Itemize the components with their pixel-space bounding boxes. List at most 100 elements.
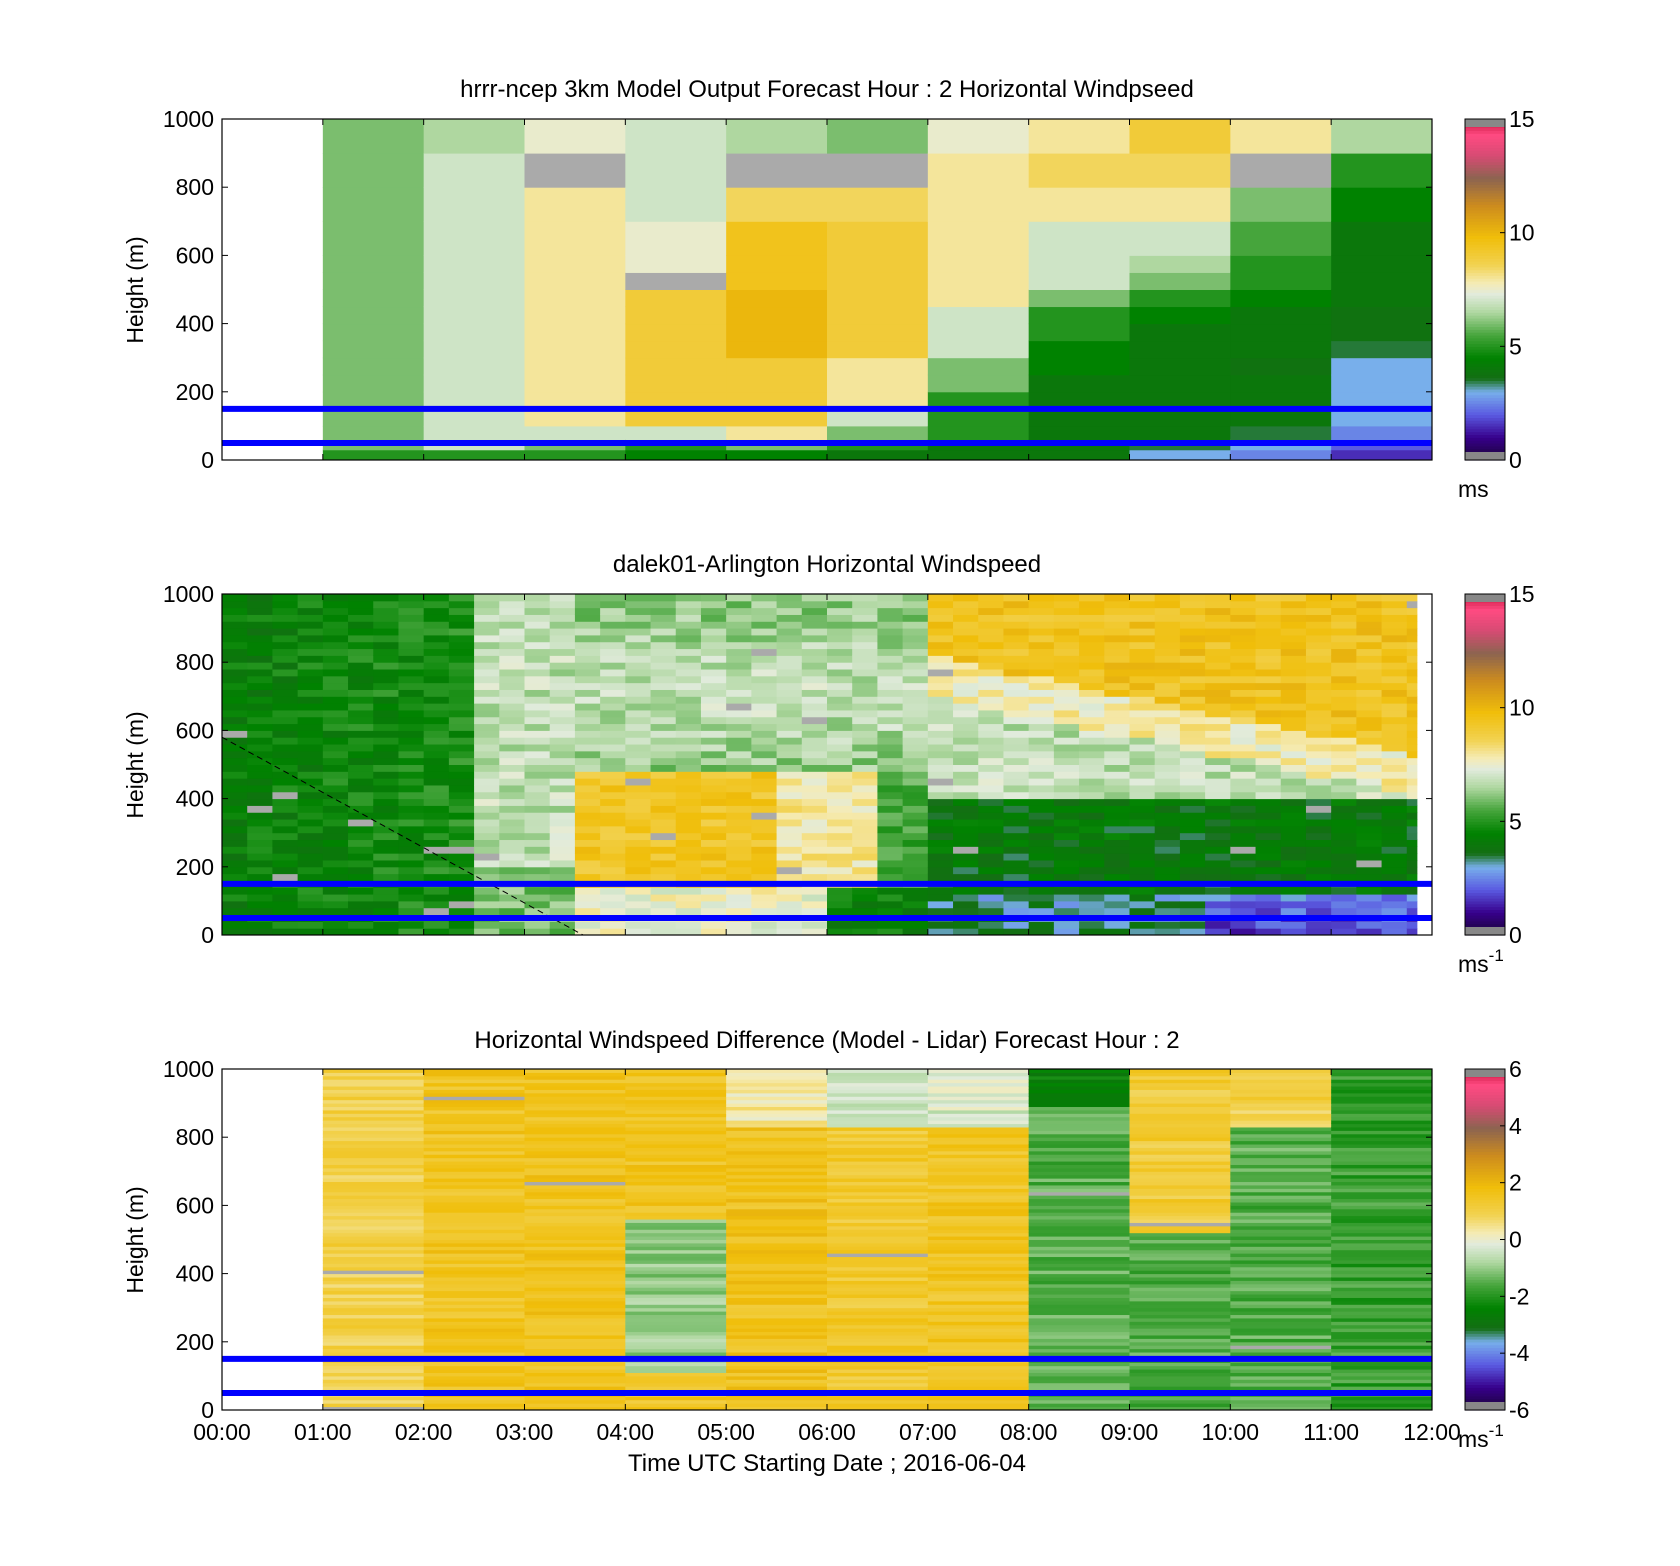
heatmap-cell <box>1179 887 1206 895</box>
heatmap-cell <box>322 1222 425 1227</box>
heatmap-cell <box>247 791 273 800</box>
heatmap-cell <box>726 187 828 222</box>
heatmap-cell <box>448 873 475 881</box>
heatmap-cell <box>600 737 626 745</box>
heatmap-cell <box>524 357 626 376</box>
heatmap-cell <box>902 744 929 752</box>
heatmap-cell <box>726 1273 828 1278</box>
heatmap-cell <box>1331 1242 1432 1247</box>
heatmap-cell <box>650 928 677 935</box>
heatmap-cell <box>1028 1280 1130 1285</box>
heatmap-cell <box>1280 716 1307 725</box>
heatmap-cell <box>600 669 626 677</box>
heatmap-cell <box>625 1120 727 1125</box>
heatmap-cell <box>625 255 727 273</box>
heatmap-cell <box>1129 119 1231 154</box>
heatmap-cell <box>524 1239 626 1244</box>
heatmap-cell <box>1331 1205 1432 1210</box>
heatmap-cell <box>827 689 853 697</box>
heatmap-cell <box>1154 716 1181 725</box>
heatmap-cell <box>1331 1365 1432 1370</box>
heatmap-cell <box>751 634 778 643</box>
heatmap-cell <box>1230 1259 1332 1264</box>
heatmap-cell <box>1331 764 1357 772</box>
heatmap-cell <box>801 730 828 738</box>
heatmap-cell <box>524 662 551 670</box>
heatmap-cell <box>751 812 778 820</box>
heatmap-cell <box>1280 675 1307 684</box>
heatmap-cell <box>1205 682 1231 690</box>
colorbar-swatch <box>1465 1148 1505 1153</box>
heatmap-cell <box>499 839 525 847</box>
colorbar-swatch <box>1465 846 1505 851</box>
colorbar-swatch <box>1465 258 1505 262</box>
heatmap-cell <box>625 641 652 650</box>
heatmap-cell <box>852 607 878 615</box>
heatmap-cell <box>1104 839 1130 847</box>
heatmap-cell <box>902 737 929 745</box>
heatmap-cell <box>222 839 248 847</box>
heatmap-cell <box>474 757 500 765</box>
heatmap-cell <box>726 1396 828 1401</box>
colorbar-swatch <box>1465 391 1505 396</box>
heatmap-cell <box>1356 655 1383 663</box>
heatmap-cell <box>700 859 727 868</box>
heatmap-cell <box>1331 819 1357 827</box>
heatmap-cell <box>953 607 979 615</box>
heatmap-cell <box>902 791 929 800</box>
heatmap-cell <box>877 757 904 765</box>
heatmap-cell <box>625 1069 727 1073</box>
heatmap-cell <box>776 737 803 745</box>
heatmap-cell <box>751 696 778 704</box>
heatmap-cell <box>1129 859 1156 868</box>
heatmap-cell <box>877 887 904 895</box>
heatmap-cell <box>1331 1109 1432 1114</box>
heatmap-cell <box>373 791 399 800</box>
heatmap-cell <box>600 853 626 861</box>
heatmap-cell <box>1230 696 1257 704</box>
colorbar-swatch <box>1465 650 1505 655</box>
heatmap-cell <box>423 1311 525 1316</box>
colorbar-swatch <box>1465 662 1505 666</box>
heatmap-cell <box>827 1075 929 1080</box>
heatmap-cell <box>1331 1253 1432 1258</box>
heatmap-cell <box>1129 1341 1231 1346</box>
heatmap-cell <box>1079 846 1105 854</box>
heatmap-cell <box>978 812 1004 820</box>
heatmap-cell <box>827 1270 929 1275</box>
heatmap-cell <box>524 1352 626 1356</box>
heatmap-cell <box>549 621 576 629</box>
heatmap-cell <box>1028 1372 1130 1377</box>
heatmap-cell <box>524 1069 626 1073</box>
heatmap-cell <box>524 1133 626 1138</box>
heatmap-cell <box>927 1331 1030 1336</box>
heatmap-cell <box>726 357 828 376</box>
heatmap-cell <box>902 682 929 690</box>
heatmap-cell <box>1079 703 1105 711</box>
heatmap-cell <box>1230 737 1257 745</box>
heatmap-cell <box>1003 853 1030 861</box>
heatmap-cell <box>423 778 450 786</box>
heatmap-cell <box>1028 1079 1130 1084</box>
heatmap-cell <box>1154 607 1181 615</box>
heatmap-cell <box>927 1123 1030 1128</box>
heatmap-cell <box>423 791 450 800</box>
heatmap-cell <box>625 1205 727 1210</box>
heatmap-cell <box>574 921 601 929</box>
heatmap-cell <box>625 1341 727 1346</box>
heatmap-cell <box>927 1334 1030 1339</box>
heatmap-cell <box>499 682 525 690</box>
heatmap-cell <box>700 709 727 718</box>
heatmap-cell <box>524 866 551 875</box>
colorbar-swatch <box>1465 613 1505 618</box>
heatmap-cell <box>1003 839 1030 847</box>
heatmap-cell <box>1356 894 1383 902</box>
heatmap-cell <box>1331 723 1357 731</box>
heatmap-cell <box>1053 655 1080 663</box>
heatmap-cell <box>1230 1328 1332 1333</box>
colorbar-swatch <box>1465 912 1505 916</box>
heatmap-cell <box>1230 1256 1332 1261</box>
heatmap-cell <box>726 1304 828 1309</box>
heatmap-cell <box>801 853 828 861</box>
heatmap-cell <box>1230 1188 1332 1193</box>
